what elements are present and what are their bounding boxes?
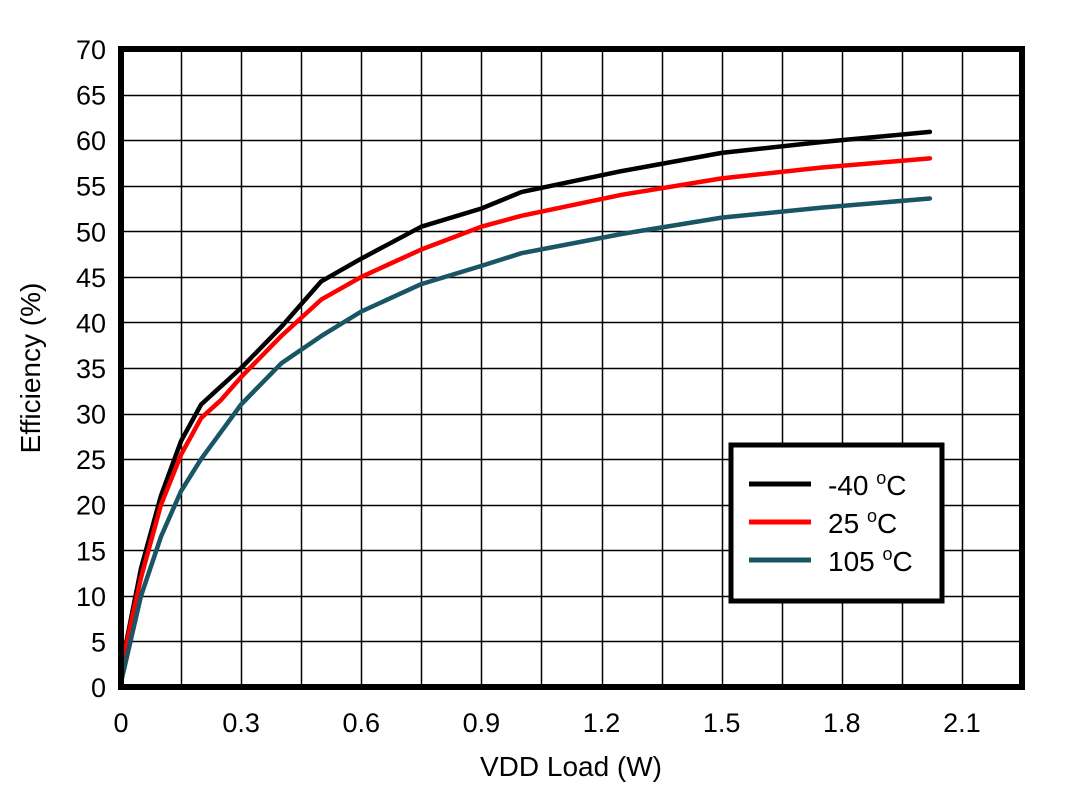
x-tick-label: 1.8	[823, 708, 861, 738]
legend-label-1: 25 oC	[828, 506, 897, 539]
y-tick-label: 50	[76, 217, 106, 247]
x-axis-title: VDD Load (W)	[480, 751, 662, 782]
grid-lines	[121, 49, 1022, 687]
x-tick-label: 1.5	[703, 708, 741, 738]
y-tick-label: 60	[76, 126, 106, 156]
y-tick-label: 35	[76, 354, 106, 384]
y-tick-label: 45	[76, 263, 106, 293]
y-tick-label: 55	[76, 172, 106, 202]
series-line-1	[118, 156, 933, 672]
y-tick-label: 65	[76, 81, 106, 111]
y-axis-title: Efficiency (%)	[15, 283, 46, 454]
y-tick-label: 15	[76, 536, 106, 566]
y-tick-label: 0	[91, 673, 106, 703]
series-line-0	[118, 129, 933, 672]
y-tick-label: 20	[76, 491, 106, 521]
y-tick-label: 70	[76, 35, 106, 65]
x-axis-tick-labels: 0 0.3 0.6 0.9 1.2 1.5 1.8 2.1	[113, 708, 980, 738]
legend-label-0: -40 oC	[828, 468, 907, 501]
x-tick-label: 0	[113, 708, 128, 738]
y-tick-label: 5	[91, 627, 106, 657]
y-tick-label: 40	[76, 308, 106, 338]
x-tick-label: 0.6	[342, 708, 380, 738]
legend: -40 oC 25 oC 105 oC	[728, 442, 945, 604]
y-tick-label: 10	[76, 582, 106, 612]
legend-label-2: 105 oC	[828, 544, 913, 577]
plot-frame	[118, 46, 1025, 690]
x-tick-label: 0.9	[463, 708, 501, 738]
x-tick-label: 0.3	[222, 708, 260, 738]
y-axis-tick-labels: 0 5 10 15 20 25 30 35 40 45 50 55 60 65 70	[76, 35, 106, 703]
x-tick-label: 1.2	[583, 708, 621, 738]
y-tick-label: 25	[76, 445, 106, 475]
x-tick-label: 2.1	[943, 708, 981, 738]
y-tick-label: 30	[76, 400, 106, 430]
data-series	[118, 129, 933, 685]
series-line-2	[118, 196, 933, 685]
